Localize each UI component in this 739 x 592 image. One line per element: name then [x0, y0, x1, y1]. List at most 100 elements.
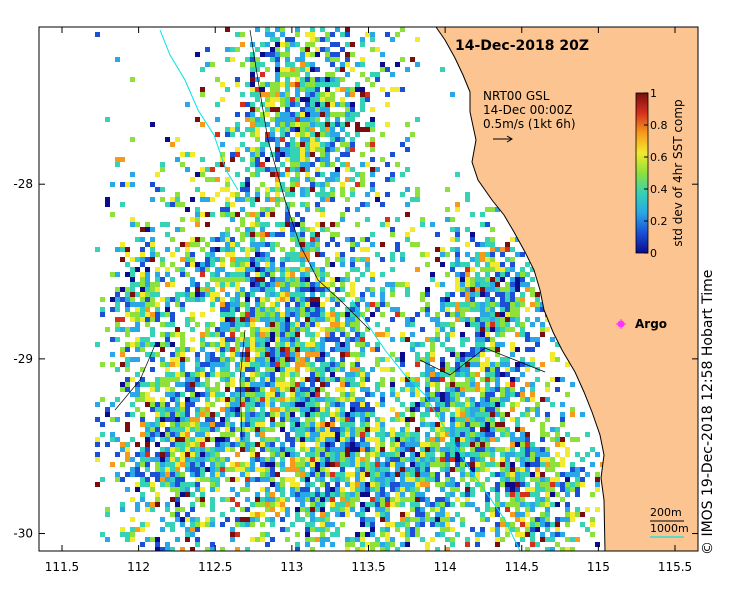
sst-pixel	[400, 352, 405, 357]
sst-pixel	[420, 522, 425, 527]
sst-pixel	[285, 72, 290, 77]
sst-pixel	[285, 447, 290, 452]
sst-pixel	[335, 132, 340, 137]
sst-pixel	[345, 142, 350, 147]
sst-pixel	[295, 362, 300, 367]
sst-pixel	[155, 307, 160, 312]
sst-pixel	[475, 537, 480, 542]
sst-pixel	[210, 497, 215, 502]
sst-pixel	[260, 317, 265, 322]
sst-pixel	[330, 277, 335, 282]
sst-pixel	[315, 492, 320, 497]
sst-pixel	[465, 427, 470, 432]
sst-pixel	[525, 442, 530, 447]
sst-pixel	[125, 377, 130, 382]
sst-pixel	[135, 462, 140, 467]
sst-pixel	[250, 92, 255, 97]
sst-pixel	[230, 277, 235, 282]
sst-pixel	[125, 427, 130, 432]
sst-pixel	[505, 462, 510, 467]
sst-pixel	[550, 522, 555, 527]
sst-pixel	[380, 472, 385, 477]
sst-pixel	[370, 477, 375, 482]
x-tick-label: 113.5	[351, 560, 385, 574]
sst-pixel	[450, 457, 455, 462]
sst-pixel	[340, 192, 345, 197]
sst-pixel	[250, 477, 255, 482]
sst-pixel	[515, 332, 520, 337]
sst-pixel	[405, 542, 410, 547]
sst-pixel	[255, 167, 260, 172]
sst-pixel	[130, 287, 135, 292]
sst-pixel	[195, 187, 200, 192]
sst-pixel	[440, 522, 445, 527]
sst-pixel	[145, 437, 150, 442]
sst-pixel	[240, 432, 245, 437]
sst-pixel	[130, 172, 135, 177]
sst-pixel	[415, 482, 420, 487]
sst-pixel	[245, 432, 250, 437]
sst-pixel	[510, 247, 515, 252]
sst-pixel	[275, 77, 280, 82]
sst-pixel	[275, 107, 280, 112]
sst-pixel	[300, 407, 305, 412]
sst-pixel	[505, 372, 510, 377]
sst-pixel	[495, 422, 500, 427]
sst-pixel	[230, 532, 235, 537]
sst-pixel	[465, 322, 470, 327]
sst-pixel	[510, 477, 515, 482]
sst-pixel	[365, 467, 370, 472]
sst-pixel	[355, 242, 360, 247]
sst-pixel	[140, 337, 145, 342]
sst-pixel	[355, 372, 360, 377]
sst-pixel	[285, 252, 290, 257]
sst-pixel	[480, 222, 485, 227]
sst-pixel	[410, 527, 415, 532]
sst-pixel	[565, 392, 570, 397]
sst-pixel	[250, 112, 255, 117]
sst-pixel	[125, 272, 130, 277]
sst-pixel	[390, 392, 395, 397]
sst-pixel	[525, 527, 530, 532]
sst-pixel	[285, 257, 290, 262]
sst-pixel	[355, 127, 360, 132]
sst-pixel	[495, 267, 500, 272]
sst-pixel	[410, 342, 415, 347]
sst-pixel	[490, 322, 495, 327]
sst-pixel	[190, 492, 195, 497]
sst-pixel	[150, 252, 155, 257]
credit-text: © IMOS 19-Dec-2018 12:58 Hobart Time	[700, 269, 716, 555]
sst-pixel	[180, 457, 185, 462]
sst-pixel	[110, 352, 115, 357]
sst-pixel	[515, 272, 520, 277]
sst-pixel	[200, 87, 205, 92]
sst-pixel	[485, 377, 490, 382]
sst-pixel	[285, 397, 290, 402]
sst-pixel	[505, 527, 510, 532]
sst-pixel	[370, 107, 375, 112]
sst-pixel	[130, 392, 135, 397]
sst-pixel	[445, 512, 450, 517]
sst-pixel	[285, 272, 290, 277]
sst-pixel	[320, 362, 325, 367]
sst-pixel	[325, 487, 330, 492]
sst-pixel	[185, 457, 190, 462]
sst-pixel	[310, 102, 315, 107]
sst-pixel	[205, 292, 210, 297]
sst-pixel	[260, 42, 265, 47]
sst-pixel	[485, 357, 490, 362]
sst-pixel	[345, 432, 350, 437]
sst-pixel	[340, 407, 345, 412]
sst-pixel	[575, 537, 580, 542]
sst-pixel	[440, 437, 445, 442]
sst-pixel	[320, 277, 325, 282]
sst-pixel	[410, 317, 415, 322]
sst-pixel	[180, 392, 185, 397]
sst-pixel	[595, 542, 600, 547]
sst-pixel	[200, 492, 205, 497]
sst-pixel	[215, 387, 220, 392]
sst-pixel	[155, 302, 160, 307]
sst-pixel	[520, 327, 525, 332]
sst-pixel	[380, 377, 385, 382]
sst-pixel	[425, 467, 430, 472]
